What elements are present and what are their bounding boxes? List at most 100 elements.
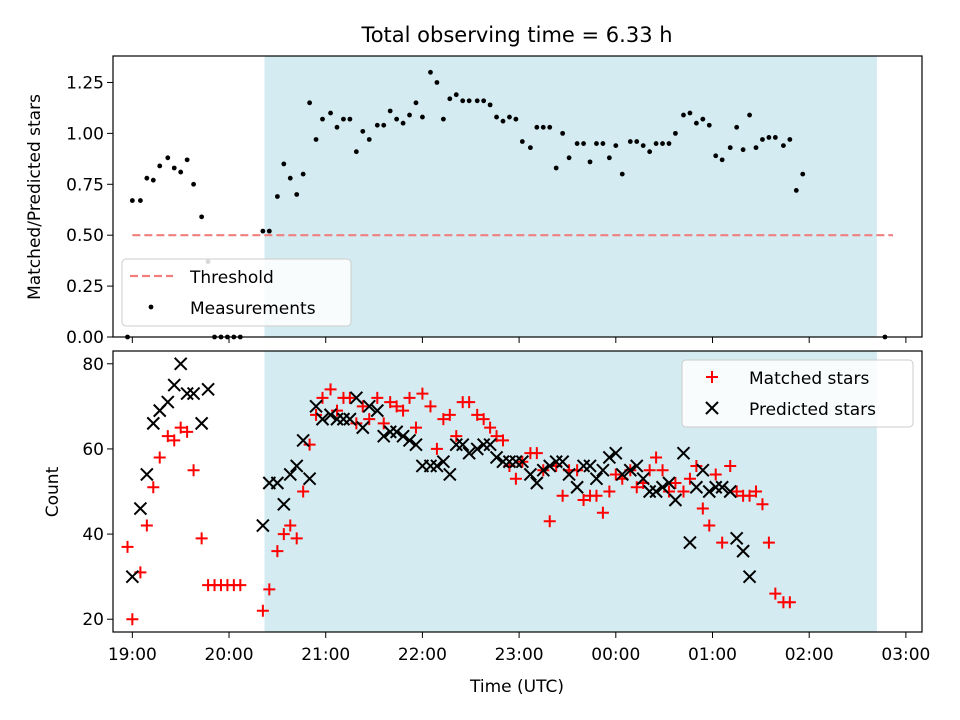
measurement-point: [394, 116, 400, 122]
bottom-legend-box: [681, 359, 914, 428]
predicted-point: [742, 569, 757, 584]
matched-point: [783, 596, 796, 609]
predicted-point: [343, 412, 357, 426]
predicted-point: [615, 467, 629, 482]
measurement-point: [600, 141, 606, 146]
matched-point: [437, 413, 450, 426]
matched-point: [331, 404, 344, 417]
matched-point: [363, 413, 376, 426]
top-y-tick-label: 0.25: [66, 277, 104, 297]
predicted-point: [180, 386, 194, 401]
measurement-point: [787, 137, 793, 142]
matched-point: [590, 489, 603, 502]
matched-point: [384, 396, 397, 409]
measurement-point: [313, 137, 319, 142]
matched-point: [690, 459, 703, 472]
matched-point: [310, 408, 323, 421]
matched-point: [509, 472, 522, 485]
measurement-point: [687, 110, 693, 116]
measurement-point: [513, 116, 519, 122]
matched-point: [750, 485, 763, 498]
measurement-point: [307, 100, 313, 106]
bottom-x-tick-label: 22:00: [398, 645, 447, 665]
matched-point: [297, 485, 310, 498]
matched-point: [430, 442, 443, 455]
predicted-point: [662, 476, 676, 490]
matched-point: [303, 438, 316, 451]
bottom-x-tick-label: 20:00: [205, 645, 254, 665]
predicted-point: [515, 454, 530, 469]
predicted-point: [736, 544, 750, 558]
matched-point: [630, 481, 643, 494]
matched-point: [161, 430, 174, 443]
measurement-point: [587, 159, 593, 165]
bottom-axes-frame: [112, 350, 923, 633]
predicted-point: [609, 446, 623, 460]
matched-point: [263, 583, 276, 596]
bottom-y-tick-label: 20: [82, 610, 104, 630]
predicted-point: [349, 391, 364, 405]
bottom-x-tick-label: 19:00: [108, 645, 157, 665]
predicted-point: [323, 408, 338, 422]
predicted-point: [576, 459, 591, 473]
bottom-x-tick-label: 02:00: [785, 645, 834, 665]
predicted-point: [430, 459, 444, 473]
measurement-point: [740, 147, 746, 153]
x-axis-label: Time (UTC): [469, 677, 564, 697]
measurement-point: [619, 171, 625, 177]
matched-point: [543, 515, 556, 528]
predicted-point: [296, 433, 310, 448]
matched-point: [709, 468, 722, 481]
matched-point: [577, 494, 590, 507]
matched-point: [724, 459, 737, 472]
measurement-point: [360, 128, 366, 134]
measurement-point: [706, 122, 712, 128]
matched-point: [284, 519, 297, 532]
measurement-point: [460, 98, 466, 104]
matched-point: [450, 430, 463, 443]
measurement-point: [387, 108, 393, 114]
predicted-point: [290, 459, 304, 473]
matched-point: [390, 400, 403, 413]
matched-point: [463, 396, 476, 409]
matched-point: [471, 408, 484, 421]
matched-point: [174, 421, 187, 434]
measurement-point: [581, 141, 586, 146]
measurement-point: [184, 157, 190, 163]
predicted-point: [715, 480, 729, 494]
measurement-point: [347, 116, 353, 122]
matched-point: [477, 413, 490, 426]
measurement-point: [594, 141, 599, 146]
matched-point: [343, 391, 356, 404]
matched-point: [256, 604, 269, 617]
measurement-point: [328, 110, 333, 116]
matched-point: [140, 519, 153, 532]
measurement-point: [144, 175, 150, 181]
measurement-point: [274, 194, 280, 199]
matched-point: [316, 391, 329, 404]
predicted-point: [509, 454, 523, 469]
measurement-point: [747, 112, 752, 118]
predicted-point: [125, 569, 140, 584]
predicted-point: [549, 454, 563, 469]
predicted-point: [133, 501, 148, 516]
matched-point: [147, 481, 160, 494]
predicted-point: [409, 437, 423, 452]
measurement-point: [171, 165, 177, 171]
measurement-point: [191, 181, 196, 187]
top-y-tick-label: 0.00: [66, 328, 104, 348]
measurement-point: [647, 149, 653, 155]
measurement-point: [574, 141, 580, 146]
top-legend: Threshold Measurements: [121, 258, 352, 327]
matched-point: [484, 421, 497, 434]
matched-point: [181, 425, 194, 438]
predicted-point: [462, 446, 476, 460]
predicted-point: [302, 472, 317, 486]
matched-point: [669, 476, 682, 489]
matched-point: [650, 451, 663, 464]
top-y-axis-label: Matched/Predicted stars: [25, 94, 45, 300]
measurement-point: [800, 171, 806, 177]
measurement-point: [760, 137, 765, 142]
matched-point: [168, 434, 181, 447]
measurement-point: [300, 171, 306, 177]
